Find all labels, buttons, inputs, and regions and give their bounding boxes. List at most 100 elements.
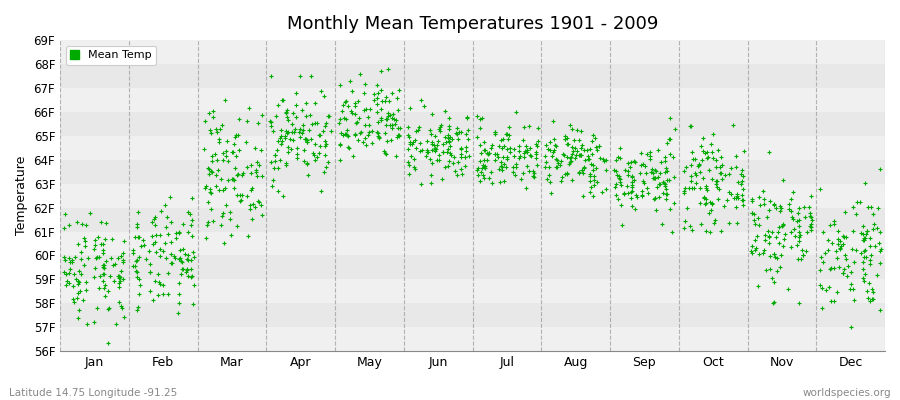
Point [626,203,640,210]
Point [872,166,886,172]
Point [68,299,82,306]
Point [634,192,649,199]
Point [321,113,336,120]
Point [263,118,277,124]
Point [715,161,729,168]
Point [248,204,262,210]
Point [612,172,626,179]
Point [520,149,535,155]
Point [452,129,466,135]
Point [130,304,145,310]
Point [320,164,334,170]
Point [729,153,743,159]
Point [770,268,784,274]
Point [87,236,102,243]
Point [558,171,572,177]
Point [703,228,717,235]
Point [574,152,589,158]
Point [485,180,500,186]
Point [726,194,741,201]
Point [375,98,390,104]
Point [775,223,789,229]
Point [379,116,393,122]
Point [179,269,194,276]
Point [509,108,524,115]
Point [587,173,601,179]
Point [844,269,859,276]
Point [67,283,81,289]
Point [650,184,664,191]
Point [313,132,328,138]
Point [379,138,393,144]
Point [317,93,331,100]
Point [161,270,176,276]
Point [587,176,601,183]
Point [722,189,736,196]
Point [791,210,806,216]
Point [575,142,590,148]
Point [646,174,661,181]
Point [804,224,818,230]
Point [795,246,809,253]
Point [623,164,637,170]
Point [209,183,223,190]
Point [411,126,426,133]
Point [529,151,544,158]
Point [186,301,201,307]
Point [240,117,255,124]
Point [408,136,422,143]
Point [289,102,303,108]
Point [219,152,233,159]
Point [803,210,817,216]
Point [516,137,530,143]
Point [857,277,871,284]
Point [205,153,220,159]
Point [507,146,521,152]
Point [284,146,298,152]
Point [543,138,557,145]
Point [765,229,779,236]
Point [164,239,178,245]
Point [358,134,373,141]
Point [563,154,578,160]
Point [86,319,101,326]
Point [174,271,188,278]
Point [114,305,129,311]
Point [488,156,502,163]
Point [425,111,439,118]
Point [714,170,728,176]
Point [296,126,310,133]
Point [172,230,186,236]
Point [526,172,540,179]
Point [512,155,526,162]
Point [160,231,175,238]
Point [849,247,863,253]
Point [159,214,174,220]
Point [281,128,295,135]
Point [564,158,579,164]
Point [93,272,107,279]
Point [856,275,870,281]
Point [279,110,293,116]
Point [508,164,523,170]
Point [630,194,644,200]
Point [278,135,293,141]
Point [274,133,288,139]
Point [554,178,569,184]
Point [481,150,495,157]
Point [265,182,279,189]
Point [201,198,215,205]
Point [230,171,245,178]
Point [370,128,384,135]
Point [168,235,183,242]
Point [799,248,814,254]
Point [792,300,806,306]
Point [734,170,748,177]
Point [591,143,606,149]
Point [744,209,759,216]
Point [657,181,671,187]
Point [745,242,760,249]
Point [65,258,79,265]
Point [434,122,448,128]
Point [131,208,146,215]
